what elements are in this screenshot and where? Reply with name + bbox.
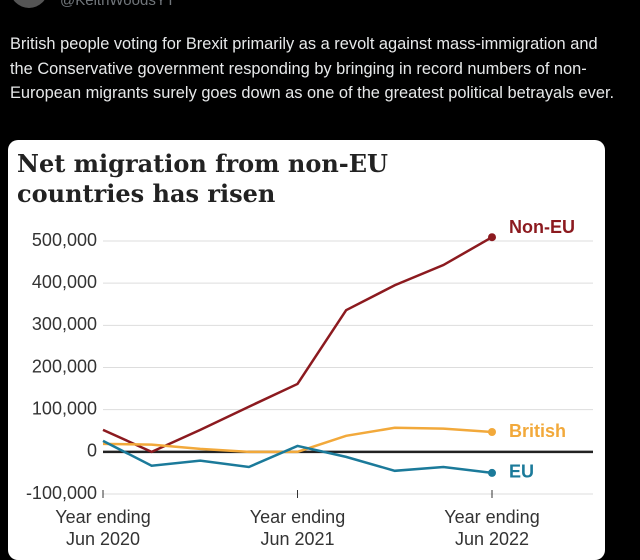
chart-card: Net migration from non-EU countries has … bbox=[8, 140, 605, 560]
avatar[interactable] bbox=[10, 0, 48, 8]
series-label: EU bbox=[509, 462, 534, 482]
series-line bbox=[102, 426, 493, 454]
end-point bbox=[488, 468, 496, 477]
series-label: British bbox=[509, 421, 566, 441]
x-tick-label: Year ending Jun 2020 bbox=[55, 507, 150, 549]
y-tick-label: 300,000 bbox=[32, 314, 97, 334]
tweet-text: British people voting for Brexit primari… bbox=[10, 35, 615, 102]
series-label: Non-EU bbox=[509, 217, 575, 237]
end-point bbox=[488, 233, 496, 242]
series-line bbox=[102, 236, 493, 454]
chart-title: Net migration from non-EU countries has … bbox=[17, 149, 388, 208]
x-tick-label: Year ending Jun 2021 bbox=[250, 507, 345, 549]
chart: -100,000 0 100,000 200,000 300,000 400,000 500… bbox=[26, 217, 593, 549]
x-tick-label: Year ending Jun 2022 bbox=[444, 507, 539, 549]
y-tick-label: 400,000 bbox=[32, 272, 97, 292]
page: @KeithWoodsYT British people voting for … bbox=[8, 0, 615, 560]
series-line bbox=[102, 439, 493, 475]
y-tick-label: 100,000 bbox=[32, 398, 97, 418]
y-tick-label: 200,000 bbox=[32, 356, 97, 376]
y-tick-label: 500,000 bbox=[32, 230, 97, 250]
end-point bbox=[488, 428, 496, 437]
user-handle[interactable]: @KeithWoodsYT bbox=[60, 0, 175, 9]
y-tick-label: 0 bbox=[87, 441, 97, 461]
y-tick-label: -100,000 bbox=[26, 483, 97, 503]
